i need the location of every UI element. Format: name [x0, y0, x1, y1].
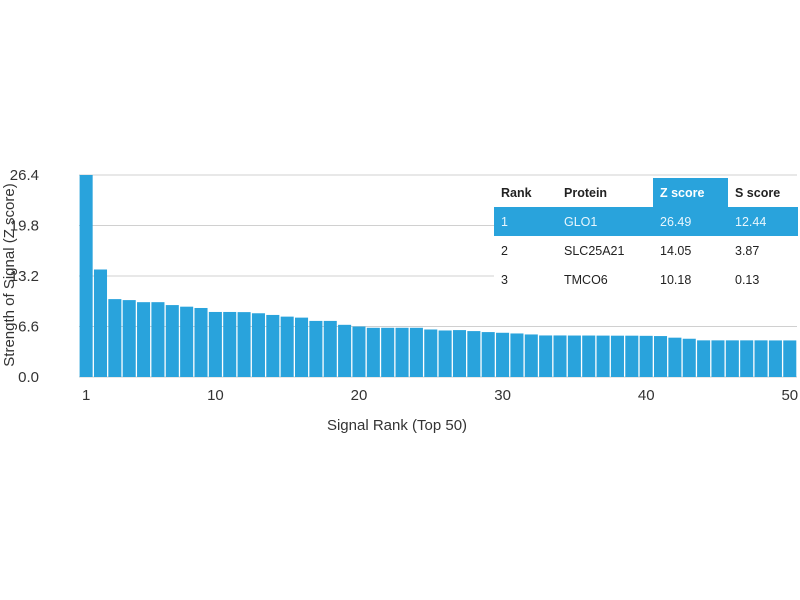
bar — [467, 331, 481, 377]
cell-protein: TMCO6 — [557, 265, 653, 294]
bar — [654, 336, 668, 377]
bar — [510, 333, 524, 377]
bar — [725, 340, 739, 377]
cell-rank: 1 — [494, 207, 557, 236]
cell-rank: 3 — [494, 265, 557, 294]
table-row: 3 TMCO6 10.18 0.13 — [494, 265, 798, 294]
y-tick-label: 19.8 — [10, 218, 39, 235]
bar — [768, 340, 782, 377]
table-header-row: Rank Protein Z score S score — [494, 178, 798, 207]
bar — [237, 312, 251, 377]
bar — [625, 335, 639, 377]
bar — [754, 340, 768, 377]
top-proteins-table: Rank Protein Z score S score 1 GLO1 26.4… — [494, 178, 798, 294]
bar — [711, 340, 725, 377]
header-protein: Protein — [557, 178, 653, 207]
table-row: 2 SLC25A21 14.05 3.87 — [494, 236, 798, 265]
cell-z-score: 14.05 — [653, 236, 728, 265]
bar — [309, 320, 323, 377]
bar — [395, 327, 409, 377]
bar — [596, 335, 610, 377]
cell-s-score: 0.13 — [728, 265, 798, 294]
cell-protein: SLC25A21 — [557, 236, 653, 265]
bar — [438, 330, 452, 377]
bar — [424, 329, 438, 377]
y-tick-label: 13.2 — [10, 268, 39, 285]
header-z-score: Z score — [653, 178, 728, 207]
bar — [524, 334, 538, 377]
x-axis-label: Signal Rank (Top 50) — [327, 417, 467, 434]
bar — [582, 335, 596, 377]
table-row: 1 GLO1 26.49 12.44 — [494, 207, 798, 236]
bar — [409, 327, 423, 377]
bar — [295, 317, 309, 377]
cell-rank: 2 — [494, 236, 557, 265]
bar — [697, 340, 711, 377]
bar — [366, 327, 380, 377]
y-axis-label: Strength of Signal (Z score) — [1, 183, 18, 366]
y-tick-label: 6.6 — [18, 319, 39, 336]
bar — [668, 337, 682, 377]
header-s-score: S score — [728, 178, 798, 207]
x-tick-label: 20 — [351, 387, 368, 404]
bar — [323, 320, 337, 377]
bar — [352, 326, 366, 377]
bar — [481, 332, 495, 377]
x-tick-label: 50 — [781, 387, 798, 404]
cell-z-score: 26.49 — [653, 207, 728, 236]
bar — [639, 335, 653, 377]
bar — [251, 313, 265, 377]
bar — [122, 300, 136, 377]
bar — [682, 338, 696, 377]
bar — [108, 299, 122, 377]
bar — [610, 335, 624, 377]
bar — [208, 311, 222, 377]
bar — [740, 340, 754, 377]
bar — [180, 306, 194, 377]
header-rank: Rank — [494, 178, 557, 207]
x-tick-label: 1 — [82, 387, 90, 404]
x-tick-label: 40 — [638, 387, 655, 404]
bar — [223, 311, 237, 377]
bar — [137, 302, 151, 377]
bar — [93, 269, 108, 377]
bar — [79, 175, 93, 377]
bar — [194, 307, 208, 377]
x-tick-label: 30 — [494, 387, 511, 404]
bar — [567, 335, 581, 377]
bar — [496, 332, 510, 377]
y-tick-label: 0.0 — [18, 369, 39, 386]
bar — [338, 324, 352, 377]
bar — [165, 305, 179, 377]
x-tick-label: 10 — [207, 387, 224, 404]
cell-s-score: 12.44 — [728, 207, 798, 236]
bar — [151, 302, 165, 377]
bar — [539, 335, 553, 377]
y-tick-label: 26.4 — [10, 167, 39, 184]
bar — [553, 335, 567, 377]
bar — [783, 340, 797, 377]
bar — [266, 314, 280, 377]
cell-s-score: 3.87 — [728, 236, 798, 265]
cell-z-score: 10.18 — [653, 265, 728, 294]
bar — [280, 316, 294, 377]
bar — [452, 330, 467, 377]
bar — [381, 327, 395, 377]
cell-protein: GLO1 — [557, 207, 653, 236]
